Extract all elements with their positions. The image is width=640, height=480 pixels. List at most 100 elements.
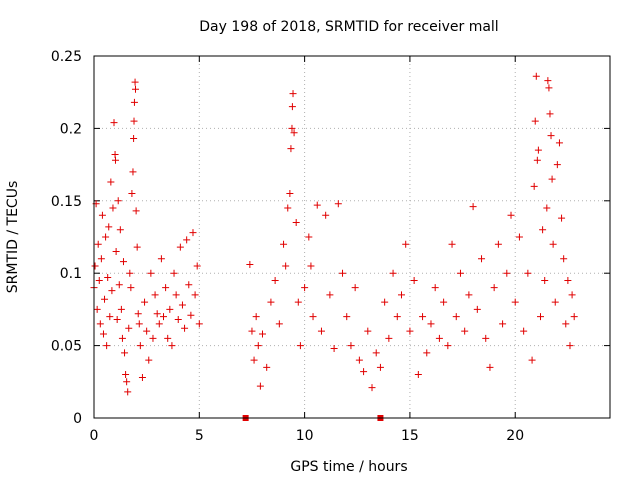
data-point	[166, 305, 174, 313]
data-point	[135, 320, 143, 328]
data-point	[252, 313, 260, 321]
y-tick-label: 0.2	[60, 121, 82, 137]
data-point	[534, 146, 542, 154]
data-point	[108, 287, 116, 295]
data-point	[99, 330, 107, 338]
data-point	[290, 129, 298, 137]
data-point	[127, 284, 135, 292]
data-point	[121, 349, 129, 357]
data-point	[543, 204, 551, 212]
data-point	[431, 284, 439, 292]
data-point	[112, 247, 120, 255]
data-point	[183, 236, 191, 244]
data-point	[93, 305, 101, 313]
data-point	[160, 313, 168, 321]
data-point	[494, 240, 502, 248]
data-point	[296, 342, 304, 350]
data-point	[134, 310, 142, 318]
data-point	[334, 200, 342, 208]
data-point	[118, 334, 126, 342]
data-point	[406, 327, 414, 335]
data-point	[355, 356, 363, 364]
data-point	[570, 313, 578, 321]
data-point	[133, 243, 141, 251]
data-point	[147, 269, 155, 277]
data-point	[168, 342, 176, 350]
data-point	[511, 298, 519, 306]
chart-title: Day 198 of 2018, SRMTID for receiver mal…	[199, 19, 498, 35]
data-point	[97, 255, 105, 263]
data-point	[172, 291, 180, 299]
data-point	[564, 276, 572, 284]
data-point	[343, 313, 351, 321]
data-point	[123, 378, 131, 386]
data-point	[456, 269, 464, 277]
data-point	[435, 334, 443, 342]
data-point	[122, 371, 130, 379]
data-point	[364, 327, 372, 335]
data-points	[90, 72, 578, 421]
data-point	[113, 316, 121, 324]
data-point	[444, 342, 452, 350]
data-point	[452, 313, 460, 321]
data-point	[532, 72, 540, 80]
data-point	[287, 145, 295, 153]
data-point	[153, 310, 161, 318]
grid-lines	[94, 56, 610, 418]
data-point	[549, 240, 557, 248]
data-point	[267, 298, 275, 306]
data-point	[131, 78, 139, 86]
data-point	[130, 117, 138, 125]
data-point	[109, 204, 117, 212]
data-point	[465, 291, 473, 299]
data-point	[473, 305, 481, 313]
data-point	[254, 342, 262, 350]
data-point	[95, 276, 103, 284]
data-point	[94, 240, 102, 248]
data-point	[568, 291, 576, 299]
data-point	[547, 132, 555, 140]
data-point	[170, 269, 178, 277]
x-axis-label: GPS time / hours	[290, 459, 407, 475]
data-point	[548, 175, 556, 183]
data-point	[256, 382, 264, 390]
data-point	[551, 298, 559, 306]
data-point	[566, 342, 574, 350]
data-point	[250, 356, 258, 364]
data-point	[288, 103, 296, 111]
data-point	[195, 320, 203, 328]
data-point	[107, 178, 115, 186]
data-point	[307, 262, 315, 270]
data-point	[313, 201, 321, 209]
data-point	[322, 211, 330, 219]
x-tick-label: 10	[296, 428, 314, 444]
data-point	[309, 313, 317, 321]
data-point	[531, 117, 539, 125]
data-point	[520, 327, 528, 335]
data-point	[149, 334, 157, 342]
data-point	[330, 344, 338, 352]
x-tick-label: 20	[506, 428, 524, 444]
data-point	[91, 262, 99, 270]
data-point	[187, 311, 195, 319]
data-point	[106, 313, 114, 321]
data-point	[119, 258, 127, 266]
data-point	[530, 182, 538, 190]
data-point	[181, 324, 189, 332]
data-point	[246, 261, 254, 269]
data-point	[469, 203, 477, 211]
data-point	[360, 368, 368, 376]
data-point	[393, 313, 401, 321]
y-tick-label: 0.1	[60, 266, 82, 282]
data-point	[263, 363, 271, 371]
data-point	[288, 124, 296, 132]
data-point	[174, 316, 182, 324]
data-point	[533, 156, 541, 164]
data-point	[96, 320, 104, 328]
data-point	[546, 110, 554, 118]
data-point	[558, 214, 566, 222]
data-point	[282, 262, 290, 270]
data-point	[292, 219, 300, 227]
y-tick-label: 0.05	[51, 339, 82, 355]
data-point	[115, 281, 123, 289]
